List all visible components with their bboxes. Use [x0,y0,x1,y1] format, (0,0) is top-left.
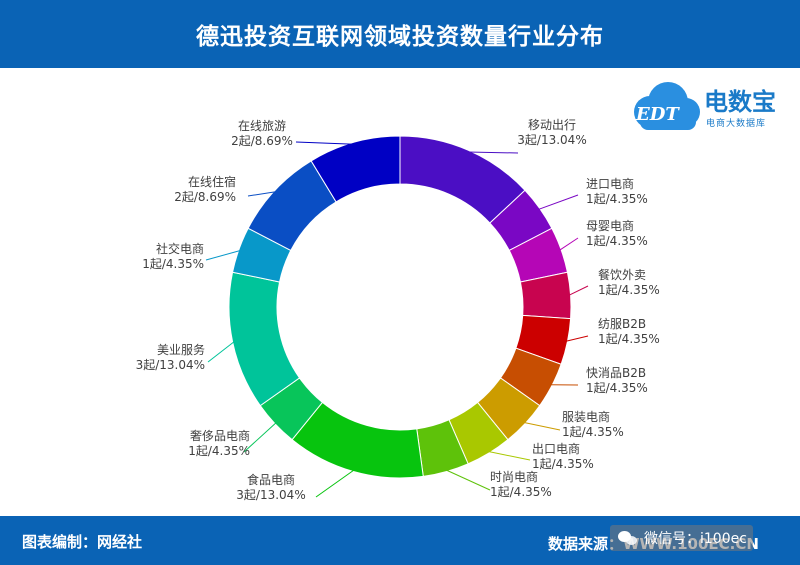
slice-value-label: 3起/13.04% [136,358,205,372]
leader-line-5 [565,335,589,342]
leader-line-14 [247,191,277,197]
leader-line-2 [537,194,579,211]
slice-15 [310,135,401,203]
slice-name-label: 移动出行 [528,118,576,132]
footer-bar: 图表编制：网经社 数据来源：WWW.100EC.CN 微信号：i100ec [0,516,800,565]
leader-line-9 [445,469,491,491]
slice-12 [228,271,301,407]
slice-value-label: 2起/8.69% [231,134,293,148]
leader-line-8 [487,450,531,461]
leader-line-11 [243,421,277,453]
slice-value-label: 1起/4.35% [586,192,648,206]
leader-line-4 [568,285,589,296]
chart-leader-lines [205,141,589,498]
slice-value-label: 1起/4.35% [598,332,660,346]
logo: EDT 电数宝 电商大数据库 [630,76,790,138]
slice-name-label: 出口电商 [532,441,580,456]
slice-name-label: 进口电商 [586,176,634,191]
slice-name-label: 奢侈品电商 [190,428,250,443]
slice-name-label: 母婴电商 [586,218,634,233]
slice-name-label: 在线住宿 [188,174,236,189]
slice-name-label: 纺服B2B [598,317,646,331]
chart-title: 德迅投资互联网领域投资数量行业分布 [196,24,604,50]
leader-line-12 [207,340,235,363]
logo-subtitle: 电商大数据库 [706,119,767,129]
cloud-logo-icon [634,82,700,130]
slice-value-label: 1起/4.35% [490,485,552,499]
leader-line-15 [295,141,355,145]
slice-name-label: 食品电商 [247,472,295,487]
chart-labels: 移动出行3起/13.04%进口电商1起/4.35%母婴电商1起/4.35%餐饮外… [136,118,660,502]
slice-name-label: 快消品B2B [586,366,646,380]
leader-line-3 [558,237,579,251]
leader-line-7 [523,421,561,431]
slice-name-label: 美业服务 [157,342,205,357]
slice-value-label: 1起/4.35% [532,457,594,471]
wechat-id: 微信号：i100ec [644,531,747,547]
leader-line-1 [467,151,519,154]
slice-value-label: 1起/4.35% [188,444,250,458]
slice-value-label: 1起/4.35% [586,234,648,248]
slice-name-label: 餐饮外卖 [598,267,646,282]
slice-value-label: 2起/8.69% [174,190,236,204]
slice-name-label: 社交电商 [156,241,204,256]
slice-value-label: 1起/4.35% [598,283,660,297]
slice-value-label: 3起/13.04% [236,488,305,502]
slice-value-label: 1起/4.35% [586,381,648,395]
slice-value-label: 3起/13.04% [517,133,586,147]
header-bar: 德迅投资互联网领域投资数量行业分布 [0,0,800,68]
slice-name-label: 在线旅游 [238,119,286,133]
chart-slices [228,135,572,479]
logo-brand: 电数宝 [704,88,776,116]
wechat-badge: 微信号：i100ec [610,525,753,551]
slice-name-label: 时尚电商 [490,469,538,484]
wechat-icon [618,530,638,546]
leader-line-13 [205,249,241,261]
logo-mark: EDT [636,104,679,125]
slice-value-label: 1起/4.35% [562,425,624,439]
chart-credit: 图表编制：网经社 [22,533,143,551]
leader-line-10 [315,469,355,498]
slice-name-label: 服装电商 [562,409,610,424]
slice-value-label: 1起/4.35% [142,257,204,271]
